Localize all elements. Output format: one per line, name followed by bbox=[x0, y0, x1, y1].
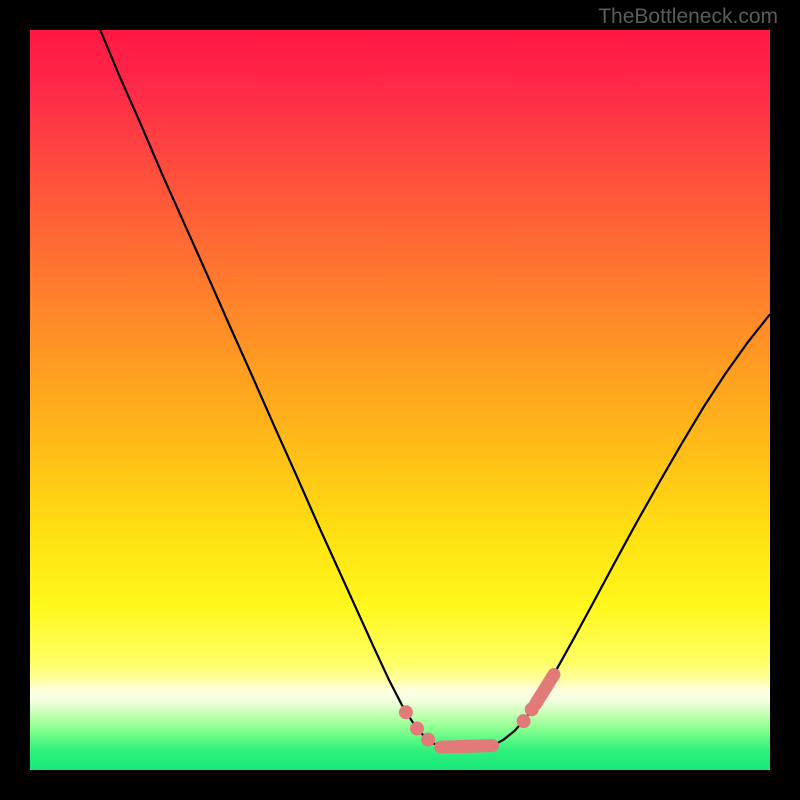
watermark-text: TheBottleneck.com bbox=[598, 5, 778, 29]
marker-dot bbox=[411, 722, 424, 735]
gradient-background bbox=[30, 30, 770, 770]
marker-dot bbox=[399, 706, 412, 719]
bottleneck-curve-chart bbox=[30, 30, 770, 770]
chart-container: TheBottleneck.com bbox=[0, 0, 800, 800]
marker-dot bbox=[422, 733, 435, 746]
marker-dot bbox=[525, 703, 538, 716]
marker-dot bbox=[517, 715, 530, 728]
marker-segment bbox=[441, 746, 493, 747]
plot-area bbox=[30, 30, 770, 770]
